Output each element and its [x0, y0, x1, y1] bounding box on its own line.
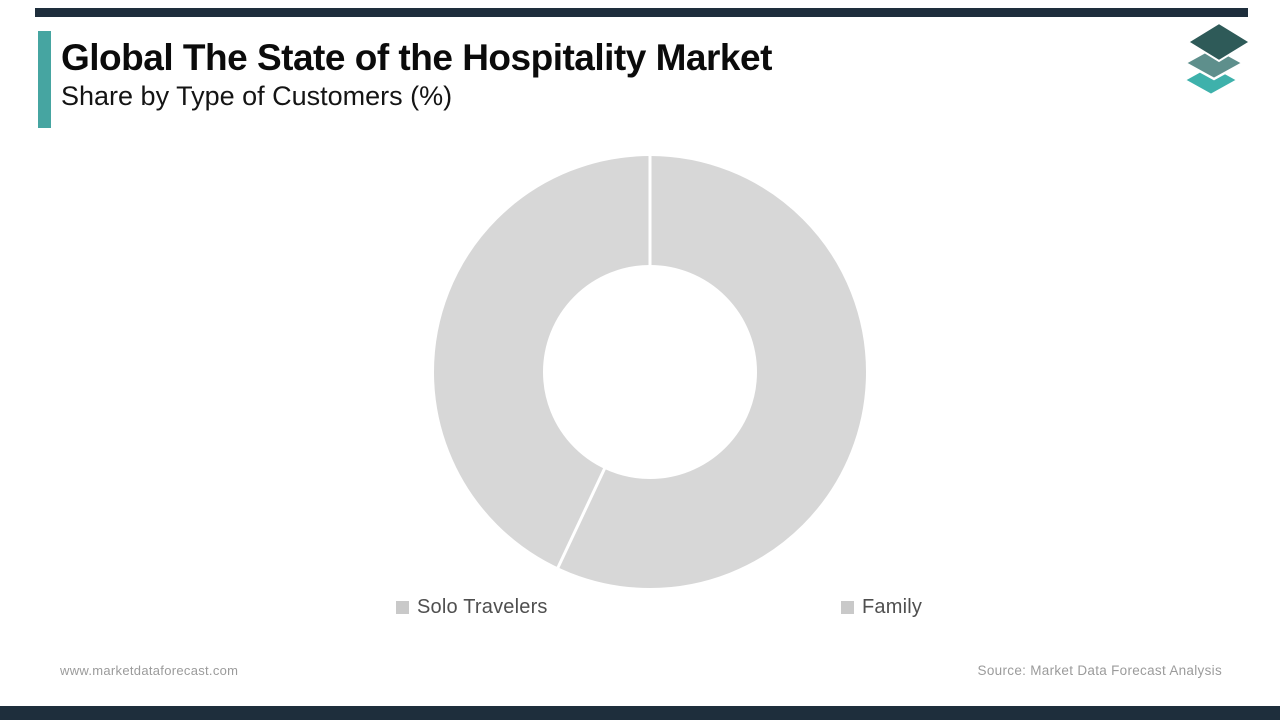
- accent-bar: [38, 31, 51, 128]
- bottom-border-bar: [0, 706, 1280, 720]
- legend-item-solo-travelers: Solo Travelers: [396, 596, 548, 619]
- title-block: Global The State of the Hospitality Mark…: [61, 31, 772, 128]
- legend-swatch-icon: [396, 601, 409, 614]
- legend-label: Family: [862, 596, 923, 618]
- top-border-rule: [35, 8, 1248, 17]
- legend-label: Solo Travelers: [417, 596, 548, 618]
- page-title: Global The State of the Hospitality Mark…: [61, 37, 772, 78]
- page-subtitle: Share by Type of Customers (%): [61, 80, 453, 111]
- source-credit: Source: Market Data Forecast Analysis: [977, 663, 1222, 678]
- website-url: www.marketdataforecast.com: [60, 663, 239, 678]
- logo-top-layer-icon: [1186, 21, 1252, 63]
- market-data-forecast-logo: [1181, 21, 1252, 97]
- chart-header: Global The State of the Hospitality Mark…: [38, 31, 772, 128]
- legend-swatch-icon: [841, 601, 854, 614]
- donut-chart: [434, 154, 866, 588]
- legend-item-family: Family: [841, 596, 922, 619]
